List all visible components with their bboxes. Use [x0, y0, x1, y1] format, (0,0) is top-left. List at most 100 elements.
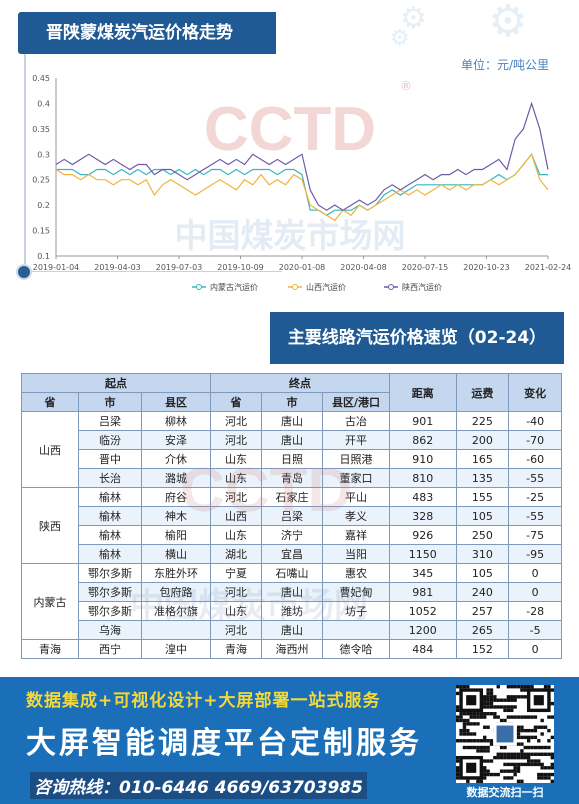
table-cell: -70 — [508, 430, 562, 450]
section-title: 主要线路汽运价格速览（02-24） — [270, 312, 564, 364]
sub-header: 县区 — [141, 392, 211, 412]
qr-code[interactable] — [456, 685, 554, 783]
sub-header: 市 — [261, 392, 323, 412]
legend-label: 陕西汽运价 — [402, 282, 442, 292]
table-cell: -60 — [508, 449, 562, 469]
gear-icon: ⚙ — [400, 1, 427, 36]
header-destination: 终点 — [210, 373, 390, 393]
decor-line — [32, 271, 282, 272]
table-cell: 青海 — [210, 639, 262, 659]
province-cell: 青海 — [21, 639, 79, 659]
table-cell: 310 — [455, 544, 510, 564]
watermark-logo: CCTD — [204, 95, 376, 164]
table-cell: 265 — [455, 620, 510, 640]
table-cell: 862 — [389, 430, 457, 450]
y-tick-label: 0.1 — [37, 252, 50, 261]
table-cell: 0 — [508, 582, 562, 602]
province-cell: 内蒙古 — [21, 563, 79, 640]
watermark: CCTD ® 中国煤炭市场网 — [175, 79, 413, 255]
table-cell: 平山 — [322, 487, 390, 507]
x-tick-label: 2021-02-24 — [525, 263, 572, 272]
table-cell: 青岛 — [261, 468, 323, 488]
x-tick-label: 2019-04-03 — [94, 263, 141, 272]
table-cell: -55 — [508, 468, 562, 488]
table-cell: 105 — [455, 506, 510, 526]
footer-services: 数据集成+可视化设计+大屏部署一站式服务 — [26, 691, 381, 711]
table-cell: 鄂尔多斯 — [78, 582, 142, 602]
legend-marker — [388, 284, 394, 290]
watermark-text: 中国煤炭市场网 — [130, 587, 368, 625]
table-cell: 吕梁 — [78, 411, 142, 431]
table-cell: 河北 — [210, 430, 262, 450]
header-origin: 起点 — [21, 373, 211, 393]
y-tick-label: 0.2 — [37, 201, 50, 210]
table-cell: 926 — [389, 525, 457, 545]
table-cell: 临汾 — [78, 430, 142, 450]
table-row: 山西 吕梁 柳林 河北 唐山 古冶 901 225 -40 — [21, 411, 562, 488]
table-cell: 安泽 — [141, 430, 211, 450]
table-cell: 德令哈 — [322, 639, 390, 659]
table-cell: 榆林 — [78, 525, 142, 545]
table-cell: 981 — [389, 582, 457, 602]
table-cell: 宁夏 — [210, 563, 262, 583]
table-cell: 345 — [389, 563, 457, 583]
table-cell: 榆阳 — [141, 525, 211, 545]
table-cell: 328 — [389, 506, 457, 526]
table-cell: 榆林 — [78, 506, 142, 526]
table-cell: -95 — [508, 544, 562, 564]
table-cell: 开平 — [322, 430, 390, 450]
gear-icon: ⚙ — [488, 0, 528, 47]
table-cell: 河北 — [210, 582, 262, 602]
table-cell: 257 — [455, 601, 510, 621]
table-cell: 910 — [389, 449, 457, 469]
x-tick-label: 2019-10-09 — [217, 263, 264, 272]
table-cell: 湖北 — [210, 544, 262, 564]
table-cell: 湟中 — [141, 639, 211, 659]
table-cell: 当阳 — [322, 544, 390, 564]
series-line — [55, 101, 549, 211]
table-cell: 古冶 — [322, 411, 390, 431]
table-row: 长治 潞城 山东 青岛 董家口 810 135 -55 — [22, 468, 562, 488]
table-cell: 石嘴山 — [261, 563, 323, 583]
table-cell: -55 — [508, 506, 562, 526]
table-cell: 宜昌 — [261, 544, 323, 564]
table-row: 榆林 神木 山西 吕梁 孝义 328 105 -55 — [22, 506, 562, 526]
watermark-text: 中国煤炭市场网 — [175, 216, 406, 255]
trend-chart: CCTD ® 中国煤炭市场网 0.1 0.15 0.2 0.25 0.3 0.35 0.4 0… — [32, 74, 572, 292]
table-cell: 长治 — [78, 468, 142, 488]
table-row: 内蒙古 鄂尔多斯 东胜外环 宁夏 石嘴山 惠农 345 105 0 — [21, 563, 562, 640]
table-cell: 1052 — [389, 601, 457, 621]
sub-header: 市 — [78, 392, 142, 412]
province-cell: 山西 — [21, 411, 79, 488]
table-cell: 0 — [508, 563, 562, 583]
table-row: 鄂尔多斯 包府路 河北 唐山 曹妃甸 981 240 0 — [22, 582, 562, 602]
table-cell: 152 — [455, 639, 510, 659]
table-cell: -40 — [508, 411, 562, 431]
table-cell: 250 — [455, 525, 510, 545]
table-row: 鄂尔多斯 准格尔旗 山东 潍坊 坊子 1052 257 -28 — [22, 601, 562, 621]
x-tick-label: 2020-01-08 — [279, 263, 326, 272]
table-cell: 484 — [389, 639, 457, 659]
table-cell: 901 — [389, 411, 457, 431]
table-cell: 483 — [389, 487, 457, 507]
legend-label: 内蒙古汽运价 — [210, 282, 258, 292]
table-cell: -75 — [508, 525, 562, 545]
table-cell: 225 — [455, 411, 510, 431]
gear-icon: ⚙ — [390, 26, 410, 51]
decor-line — [24, 54, 26, 266]
legend-marker — [292, 284, 298, 290]
table-cell: 董家口 — [322, 468, 390, 488]
table-cell: 山东 — [210, 525, 262, 545]
x-tick-label: 2020-04-08 — [340, 263, 387, 272]
table-cell: 河北 — [210, 487, 262, 507]
table-cell: 准格尔旗 — [141, 601, 211, 621]
table-cell: 海西州 — [261, 639, 323, 659]
table-row: 榆林 榆阳 山东 济宁 嘉祥 926 250 -75 — [22, 525, 562, 545]
table-cell: 西宁 — [78, 639, 142, 659]
table-cell — [322, 620, 390, 640]
table-cell: 榆林 — [78, 544, 142, 564]
province-cell: 陕西 — [21, 487, 79, 564]
table-cell: 东胜外环 — [141, 563, 211, 583]
y-tick-label: 0.35 — [32, 125, 50, 134]
table-cell: 河北 — [210, 411, 262, 431]
